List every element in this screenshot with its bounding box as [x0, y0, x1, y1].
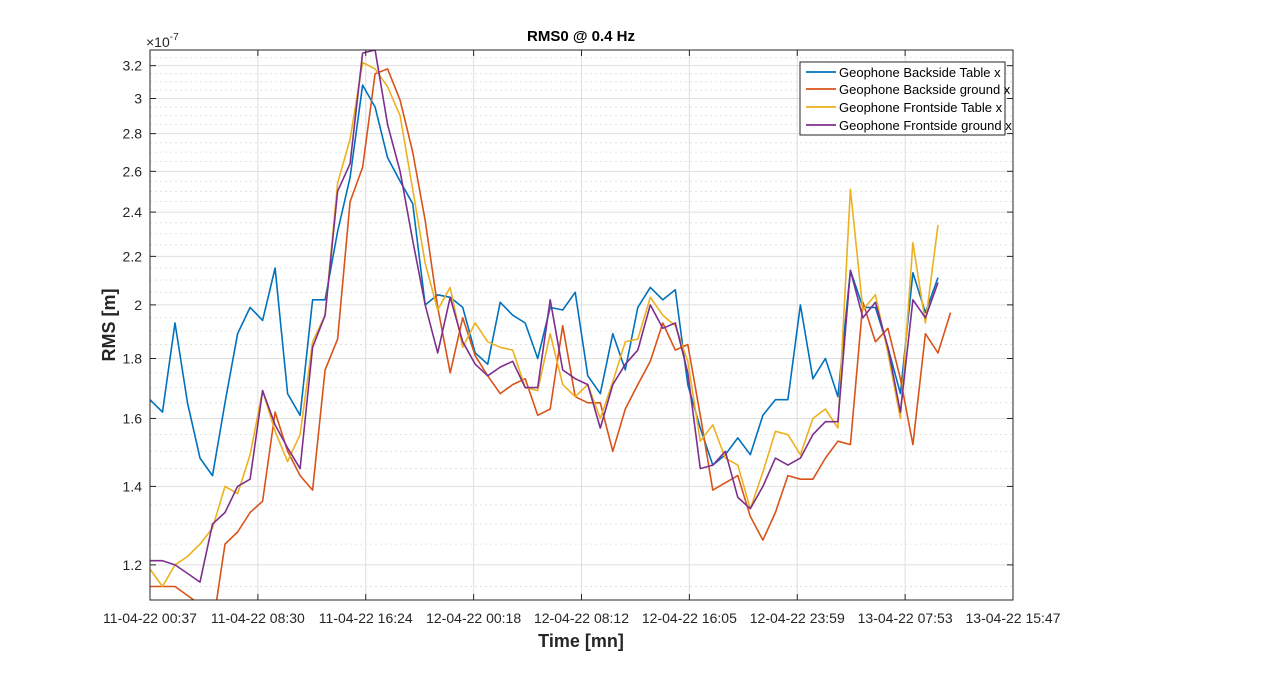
y-tick-label: 3 — [134, 91, 142, 107]
series-layer — [150, 50, 952, 600]
x-tick-label: 11-04-22 00:37 — [103, 610, 197, 626]
legend-label-frontside-ground: Geophone Frontside ground x — [839, 118, 1012, 133]
chart-title: RMS0 @ 0.4 Hz — [527, 28, 635, 45]
x-tick-label: 12-04-22 00:18 — [426, 610, 521, 626]
y-tick-label: 3.2 — [123, 58, 143, 74]
y-tick-label: 1.8 — [123, 351, 143, 367]
y-tick-label: 2.2 — [123, 248, 143, 264]
series-backside-ground — [150, 68, 952, 600]
x-axis-title: Time [mn] — [538, 631, 624, 651]
x-tick-label: 12-04-22 23:59 — [750, 610, 845, 626]
y-tick-label: 1.2 — [123, 557, 143, 573]
legend-label-frontside-table: Geophone Frontside Table x — [839, 100, 1003, 115]
y-tick-label: 2 — [134, 297, 142, 313]
y-axis: 1.2 1.4 1.6 1.8 2 2.2 2.4 2.6 2.8 3 3.2 — [123, 58, 1013, 573]
y-tick-label: 2.4 — [123, 204, 143, 220]
x-tick-label: 13-04-22 07:53 — [858, 610, 953, 626]
legend-label-backside-ground: Geophone Backside ground x — [839, 82, 1011, 97]
series-frontside-table — [150, 61, 939, 588]
x-tick-label: 12-04-22 08:12 — [534, 610, 629, 626]
y-tick-label: 2.6 — [123, 163, 143, 179]
x-tick-label: 11-04-22 08:30 — [211, 610, 305, 626]
y-exponent-label: ×10-7 — [146, 32, 179, 50]
x-tick-label: 12-04-22 16:05 — [642, 610, 737, 626]
y-axis-title: RMS [m] — [99, 289, 119, 362]
x-tick-label: 13-04-22 15:47 — [966, 610, 1061, 626]
series-frontside-ground — [150, 50, 939, 583]
legend: Geophone Backside Table x Geophone Backs… — [799, 61, 1012, 136]
x-tick-label: 11-04-22 16:24 — [319, 610, 413, 626]
y-tick-label: 1.4 — [123, 478, 143, 494]
x-axis: 11-04-22 00:37 11-04-22 08:30 11-04-22 16:… — [103, 50, 1061, 626]
series-backside-table — [150, 84, 939, 477]
legend-label-backside-table: Geophone Backside Table x — [839, 65, 1001, 80]
y-exponent-base: ×10 — [146, 34, 170, 50]
y-exponent-power: -7 — [170, 32, 179, 43]
y-tick-label: 1.6 — [123, 410, 143, 426]
y-tick-label: 2.8 — [123, 126, 143, 142]
legend-box — [799, 61, 1006, 136]
